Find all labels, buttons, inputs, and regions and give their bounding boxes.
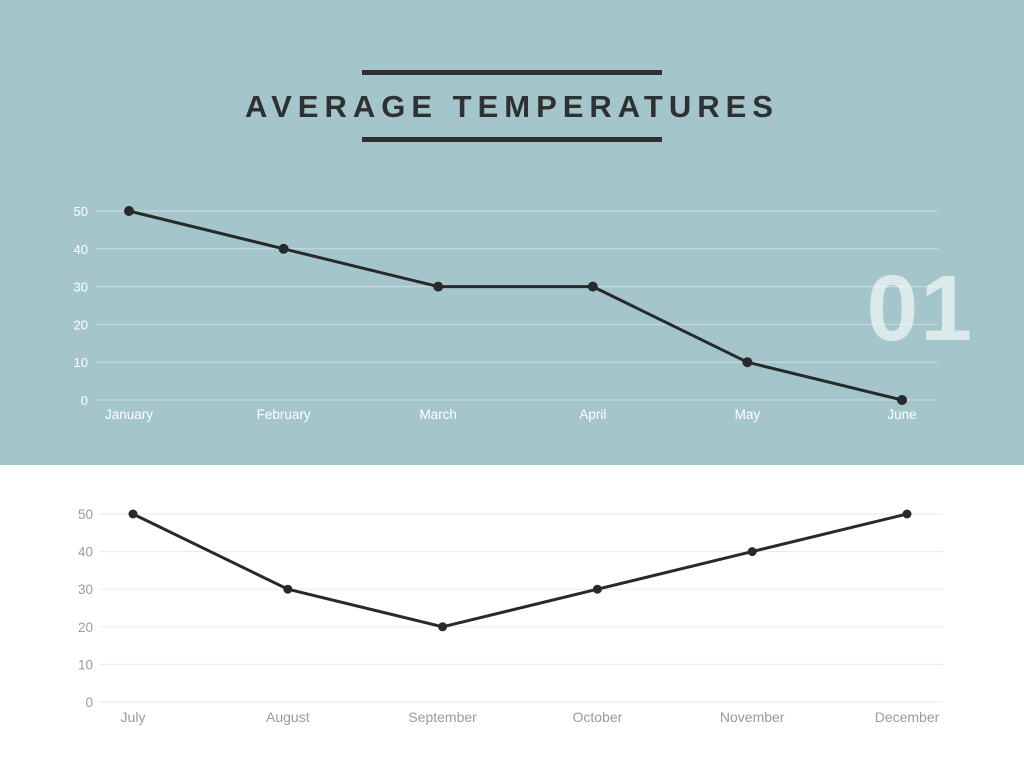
x-category-label: July xyxy=(121,709,146,725)
x-category-label: March xyxy=(419,407,457,422)
data-point xyxy=(283,584,293,594)
series-line xyxy=(127,209,904,402)
y-tick-label: 50 xyxy=(74,204,88,219)
data-point xyxy=(897,395,907,405)
title-rule-bottom xyxy=(362,137,662,143)
x-category-label: December xyxy=(875,709,940,725)
data-point xyxy=(742,357,753,368)
x-category-label: June xyxy=(887,407,916,422)
bottom-section: 0 10 20 30 40 50 July August September October Nov… xyxy=(0,465,1024,768)
series-line xyxy=(131,512,909,629)
data-point xyxy=(587,281,598,292)
section-number-01: 01 xyxy=(866,256,974,360)
data-point xyxy=(747,547,757,557)
line-chart-jan-jun: 0 10 20 30 40 50 January February March April May J… xyxy=(74,204,938,422)
data-point xyxy=(128,509,138,519)
x-category-label: May xyxy=(735,407,761,422)
x-category-label: August xyxy=(266,709,310,725)
data-point xyxy=(433,281,444,292)
x-category-label: October xyxy=(572,709,622,725)
y-tick-label: 50 xyxy=(78,507,93,522)
data-point xyxy=(278,243,289,254)
y-tick-label: 30 xyxy=(74,280,88,295)
x-category-label: April xyxy=(579,407,606,422)
data-point xyxy=(438,622,448,632)
data-point xyxy=(124,206,134,216)
x-category-label: January xyxy=(105,407,153,422)
data-point xyxy=(902,509,912,519)
y-tick-label: 10 xyxy=(74,355,88,370)
x-category-label: February xyxy=(257,407,311,422)
page-title: AVERAGE TEMPERATURES xyxy=(245,89,779,124)
y-tick-label: 40 xyxy=(78,545,93,560)
y-tick-label: 10 xyxy=(78,657,93,672)
y-tick-label: 0 xyxy=(85,695,93,710)
line-chart-jul-dec: 0 10 20 30 40 50 July August September October Nov… xyxy=(78,507,943,725)
data-point xyxy=(592,584,602,594)
y-tick-label: 20 xyxy=(74,317,88,332)
y-tick-label: 20 xyxy=(78,620,93,635)
y-tick-label: 30 xyxy=(78,582,93,597)
x-category-label: September xyxy=(408,709,477,725)
y-tick-label: 0 xyxy=(81,393,88,408)
chart-title-block: AVERAGE TEMPERATURES xyxy=(0,70,1024,143)
title-rule-top xyxy=(362,70,662,75)
top-section: AVERAGE TEMPERATURES 0 10 20 30 40 50 January F… xyxy=(0,0,1024,465)
x-category-label: November xyxy=(720,709,785,725)
y-tick-label: 40 xyxy=(74,242,88,257)
